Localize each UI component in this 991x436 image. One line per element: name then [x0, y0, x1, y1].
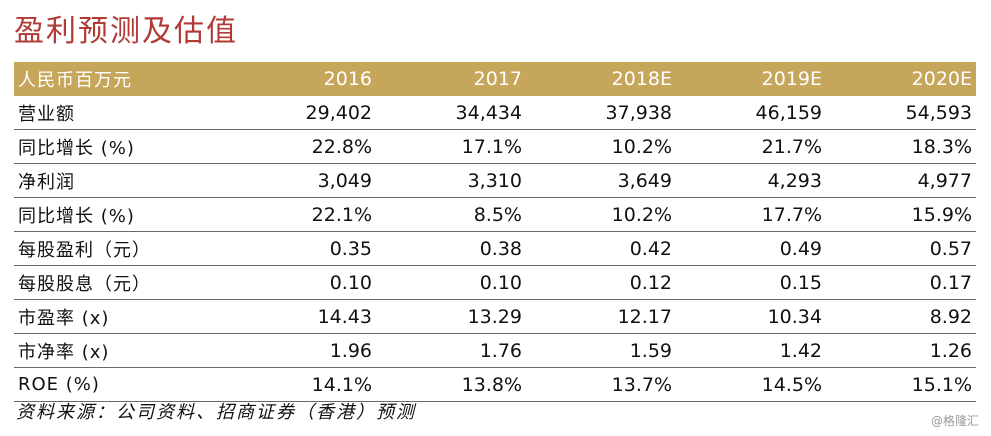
- table-cell: 8.5%: [473, 203, 522, 226]
- table-cell: 37,938: [605, 101, 672, 124]
- table-cell: 1.96: [329, 339, 372, 362]
- table-row: 营业额 29,402 34,434 37,938 46,159 54,593: [14, 96, 976, 130]
- table-cell: 3,649: [617, 169, 672, 192]
- table-row: 市盈率 (x) 14.43 13.29 12.17 10.34 8.92: [14, 300, 976, 334]
- table-cell: 0.49: [779, 237, 822, 260]
- header-year: 2016: [323, 68, 372, 90]
- table-cell: 14.5%: [761, 373, 822, 396]
- table-cell: 29,402: [305, 101, 372, 124]
- header-year: 2019E: [761, 68, 822, 90]
- table-cell: 21.7%: [761, 135, 822, 158]
- table-cell: 22.1%: [311, 203, 372, 226]
- row-label: 每股盈利（元）: [18, 239, 151, 261]
- table-cell: 34,434: [455, 101, 522, 124]
- table-cell: 14.43: [317, 305, 372, 328]
- watermark: @格隆汇: [930, 414, 979, 428]
- table-row: 同比增长 (%) 22.1% 8.5% 10.2% 17.7% 15.9%: [14, 198, 976, 232]
- table-row: 每股盈利（元） 0.35 0.38 0.42 0.49 0.57: [14, 232, 976, 266]
- table-cell: 10.34: [767, 305, 822, 328]
- table-row: ROE (%) 14.1% 13.8% 13.7% 14.5% 15.1%: [14, 368, 976, 402]
- table-cell: 46,159: [755, 101, 822, 124]
- table-header-row: 人民币百万元 2016 2017 2018E 2019E 2020E: [14, 62, 976, 96]
- table-cell: 0.38: [479, 237, 522, 260]
- table-cell: 1.42: [779, 339, 822, 362]
- header-year: 2020E: [911, 68, 972, 90]
- table-cell: 8.92: [929, 305, 972, 328]
- table-row: 同比增长 (%) 22.8% 17.1% 10.2% 21.7% 18.3%: [14, 130, 976, 164]
- table-cell: 17.7%: [761, 203, 822, 226]
- table-cell: 1.26: [929, 339, 972, 362]
- table-cell: 0.42: [629, 237, 672, 260]
- table-body: 营业额 29,402 34,434 37,938 46,159 54,593 同比增长 (%…: [14, 96, 976, 402]
- table-cell: 13.8%: [461, 373, 522, 396]
- table-cell: 15.9%: [911, 203, 972, 226]
- row-label: 市净率 (x): [18, 341, 110, 363]
- table-cell: 0.57: [929, 237, 972, 260]
- row-label: 同比增长 (%): [18, 137, 135, 159]
- source-note: 资料来源：公司资料、招商证券（香港）预测: [16, 402, 416, 423]
- forecast-table: 人民币百万元 2016 2017 2018E 2019E 2020E 营业额 29…: [14, 62, 976, 402]
- row-label: ROE (%): [18, 374, 100, 395]
- table-row: 净利润 3,049 3,310 3,649 4,293 4,977: [14, 164, 976, 198]
- row-label: 营业额: [18, 103, 75, 125]
- row-label: 净利润: [18, 171, 75, 193]
- row-label: 同比增长 (%): [18, 205, 135, 227]
- table-cell: 14.1%: [311, 373, 372, 396]
- table-cell: 18.3%: [911, 135, 972, 158]
- page-title: 盈利预测及估值: [14, 14, 238, 49]
- table-row: 每股股息（元） 0.10 0.10 0.12 0.15 0.17: [14, 266, 976, 300]
- table-cell: 0.10: [329, 271, 372, 294]
- table-cell: 0.15: [779, 271, 822, 294]
- table-row: 市净率 (x) 1.96 1.76 1.59 1.42 1.26: [14, 334, 976, 368]
- row-label: 每股股息（元）: [18, 273, 151, 295]
- table-cell: 3,310: [467, 169, 522, 192]
- table-cell: 0.17: [929, 271, 972, 294]
- table-cell: 54,593: [905, 101, 972, 124]
- table-cell: 3,049: [317, 169, 372, 192]
- header-unit-label: 人民币百万元: [18, 70, 132, 91]
- table-cell: 13.7%: [611, 373, 672, 396]
- table-cell: 10.2%: [611, 135, 672, 158]
- header-year: 2018E: [611, 68, 672, 90]
- table-cell: 0.12: [629, 271, 672, 294]
- table-cell: 10.2%: [611, 203, 672, 226]
- table-cell: 0.10: [479, 271, 522, 294]
- table-cell: 13.29: [467, 305, 522, 328]
- table-cell: 4,293: [767, 169, 822, 192]
- table-cell: 12.17: [617, 305, 672, 328]
- table-cell: 15.1%: [911, 373, 972, 396]
- row-label: 市盈率 (x): [18, 307, 110, 329]
- table-cell: 4,977: [917, 169, 972, 192]
- table-cell: 22.8%: [311, 135, 372, 158]
- table-cell: 0.35: [329, 237, 372, 260]
- header-year: 2017: [473, 68, 522, 90]
- table-cell: 1.59: [629, 339, 672, 362]
- table-cell: 17.1%: [461, 135, 522, 158]
- table-cell: 1.76: [479, 339, 522, 362]
